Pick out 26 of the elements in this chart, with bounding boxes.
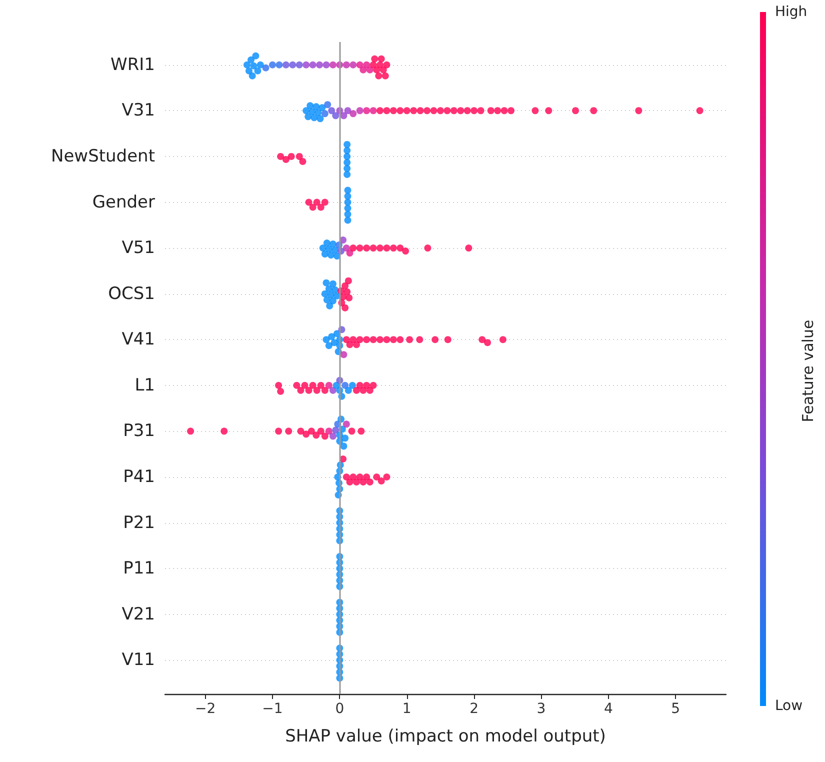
x-tick-label: 0	[335, 701, 344, 717]
y-tick-label: P21	[123, 512, 155, 533]
text: High	[775, 3, 808, 21]
y-tick-label: V41	[122, 330, 155, 350]
color-bar-title: Feature value	[799, 320, 817, 422]
y-tick-label: V31	[122, 100, 155, 121]
x-tick-label: 2	[470, 701, 479, 717]
text: Low	[775, 697, 803, 715]
x-tick-label: 4	[604, 701, 613, 717]
y-tick-label: P11	[123, 558, 155, 579]
x-tick-label: 5	[671, 701, 680, 717]
x-axis-title: SHAP value (impact on model output)	[285, 726, 606, 746]
y-tick-label: V11	[122, 650, 155, 670]
y-tick-label: V21	[122, 604, 155, 624]
x-tick-label: 3	[536, 701, 546, 717]
x-tick-label: −1	[262, 701, 283, 717]
y-tick-label: L1	[134, 375, 155, 396]
y-tick-label: WRI1	[110, 54, 155, 75]
x-tick-label: −2	[194, 701, 216, 717]
x-tick-label: 1	[402, 701, 412, 717]
y-tick-label: P41	[123, 466, 155, 487]
y-tick-label: NewStudent	[50, 146, 156, 166]
y-tick-label: Gender	[92, 192, 155, 212]
y-tick-label: P31	[123, 421, 155, 442]
y-tick-label: OCS1	[108, 284, 155, 304]
y-tick-label: V51	[122, 238, 155, 258]
